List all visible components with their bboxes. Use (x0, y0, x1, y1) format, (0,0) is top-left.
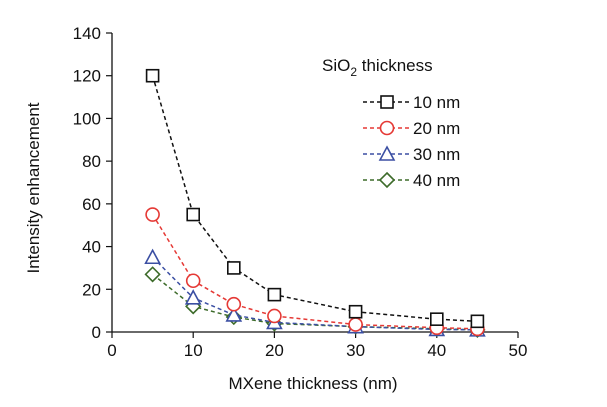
legend-title-suffix: thickness (357, 56, 433, 75)
data-point (348, 304, 363, 319)
data-point (145, 207, 160, 222)
series-20-nm (145, 207, 485, 337)
data-point (348, 317, 363, 332)
data-point (185, 273, 201, 289)
series-line (151, 75, 478, 323)
data-point (267, 308, 282, 324)
legend-marker (378, 171, 396, 189)
series-10-nm (145, 68, 485, 329)
data-point (429, 312, 444, 326)
data-point (226, 296, 242, 312)
legend-marker (379, 120, 395, 136)
legend-entry: 30 nm (363, 145, 460, 164)
legend-entry: 10 nm (363, 93, 460, 112)
legend-label: 30 nm (413, 145, 460, 164)
legend-entry: 20 nm (363, 119, 460, 138)
y-tick-label: 100 (73, 109, 101, 128)
series-layer (144, 68, 486, 338)
data-point (227, 261, 241, 275)
data-point (145, 68, 160, 83)
data-point (184, 289, 202, 305)
x-tick-label: 40 (427, 341, 446, 360)
x-tick-label: 10 (184, 341, 203, 360)
x-tick-label: 30 (346, 341, 365, 360)
x-tick-label: 20 (265, 341, 284, 360)
legend-label: 40 nm (413, 171, 460, 190)
y-tick-label: 120 (73, 67, 101, 86)
y-tick-label: 20 (82, 280, 101, 299)
y-tick-label: 80 (82, 152, 101, 171)
data-point (186, 207, 200, 222)
legend-title-prefix: SiO (322, 56, 350, 75)
legend-title-subscript: 2 (350, 65, 357, 79)
data-point (267, 287, 282, 302)
data-point (144, 266, 161, 283)
y-tick-label: 0 (92, 323, 101, 342)
y-tick-label: 60 (82, 195, 101, 214)
axes: 0 20 40 60 80 100 120 140 0 10 20 30 40 50 (73, 24, 528, 360)
data-point (225, 306, 243, 322)
series-line (152, 273, 478, 331)
x-tick-label: 50 (509, 341, 528, 360)
legend-marker (378, 145, 396, 161)
legend: SiO2 thickness 10 nm 20 nm 30 nm 40 nm (322, 56, 460, 190)
data-point (144, 248, 161, 265)
legend-label: 20 nm (413, 119, 460, 138)
x-tick-label: 0 (107, 341, 116, 360)
legend-marker (380, 95, 394, 109)
y-axis-title: Intensity enhancement (24, 102, 43, 273)
x-axis-title: MXene thickness (nm) (228, 374, 397, 393)
y-tick-label: 140 (73, 24, 101, 43)
series-line (151, 214, 478, 330)
legend-label: 10 nm (413, 93, 460, 112)
y-tick-label: 40 (82, 238, 101, 257)
legend-title: SiO2 thickness (322, 56, 433, 79)
legend-entry: 40 nm (363, 171, 460, 190)
data-point (470, 314, 485, 329)
